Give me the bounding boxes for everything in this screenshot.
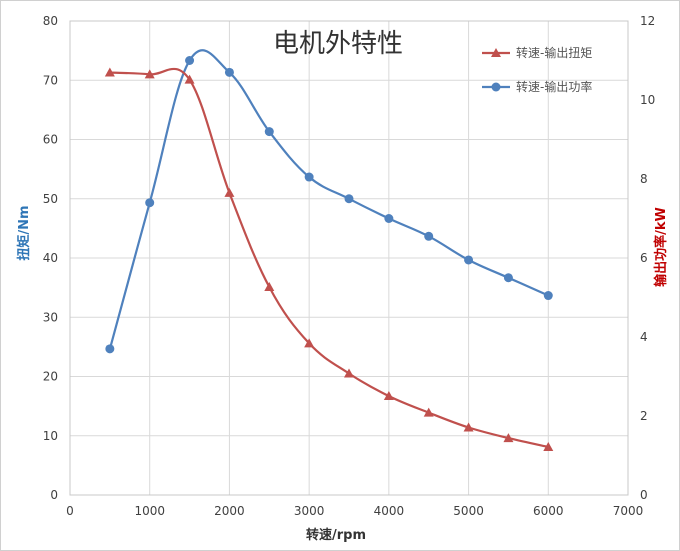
x-tick-label: 3000 [294, 504, 325, 518]
right-y-tick-label: 8 [640, 172, 648, 186]
right-y-tick-label: 4 [640, 330, 648, 344]
plot-area-border [69, 20, 629, 496]
power-point [185, 56, 195, 65]
power-point [145, 198, 155, 208]
torque-point [383, 391, 394, 401]
legend-swatch-marker [491, 82, 501, 92]
chart-title: 电机外特性 [273, 29, 403, 59]
x-tick-label: 6000 [533, 504, 564, 518]
torque-point [423, 407, 434, 417]
torque-series [104, 67, 554, 452]
torque-point [503, 433, 514, 443]
legend-label: 转速-输出功率 [516, 79, 592, 94]
power-point [503, 273, 513, 283]
legend-label: 转速-输出扭矩 [516, 45, 592, 60]
right-y-tick-labels: 0 2 4 6 8 10 12 [640, 14, 655, 502]
torque-point [224, 187, 235, 197]
power-point [464, 255, 474, 265]
torque-point [184, 74, 195, 84]
x-tick-label: 1000 [134, 504, 165, 518]
torque-point [264, 282, 275, 292]
x-tick-label: 0 [66, 504, 74, 518]
left-y-tick-label: 70 [43, 73, 58, 87]
power-point [264, 127, 274, 137]
power-point [543, 291, 553, 301]
left-y-tick-label: 40 [43, 251, 58, 265]
legend-entry: 转速-输出扭矩 [482, 45, 592, 60]
legend-swatch-marker [491, 48, 501, 57]
power-point [424, 231, 434, 241]
torque-point [543, 442, 554, 452]
torque-point [463, 422, 474, 432]
left-y-tick-label: 0 [50, 488, 58, 502]
right-y-tick-label: 2 [640, 409, 648, 423]
left-y-tick-label: 60 [43, 133, 58, 147]
power-point [304, 172, 314, 182]
right-y-tick-label: 10 [640, 93, 655, 107]
left-y-tick-label: 10 [43, 429, 58, 443]
torque-point [304, 338, 315, 348]
power-point [224, 67, 234, 77]
torque-point [144, 69, 155, 79]
x-axis-title: 转速/rpm [306, 527, 366, 543]
right-y-tick-label: 0 [640, 488, 648, 502]
left-y-tick-label: 30 [43, 310, 58, 324]
right-y-axis-title: 输出功率/kW [653, 207, 669, 287]
left-y-tick-label: 50 [43, 192, 58, 206]
right-y-tick-label: 12 [640, 14, 655, 28]
right-y-tick-label: 6 [640, 251, 648, 265]
series-layer [104, 49, 554, 452]
power-point [344, 194, 354, 204]
left-y-tick-labels: 0 10 20 30 40 50 60 70 80 [43, 14, 58, 502]
torque-point [344, 368, 354, 378]
x-tick-label: 7000 [613, 504, 644, 518]
x-tick-label: 5000 [453, 504, 484, 518]
left-y-axis-title: 扭矩/Nm [16, 205, 32, 260]
power-point [105, 344, 115, 354]
torque-point [104, 67, 115, 77]
power-series [105, 49, 553, 354]
x-tick-labels: 0 1000 2000 3000 4000 5000 6000 7000 [66, 504, 643, 518]
legend-entry: 转速-输出功率 [482, 79, 592, 94]
x-tick-label: 2000 [214, 504, 245, 518]
power-line [108, 49, 549, 350]
left-y-tick-label: 20 [43, 370, 58, 384]
power-point [384, 214, 394, 223]
x-tick-label: 4000 [374, 504, 405, 518]
left-y-tick-label: 80 [43, 14, 58, 28]
